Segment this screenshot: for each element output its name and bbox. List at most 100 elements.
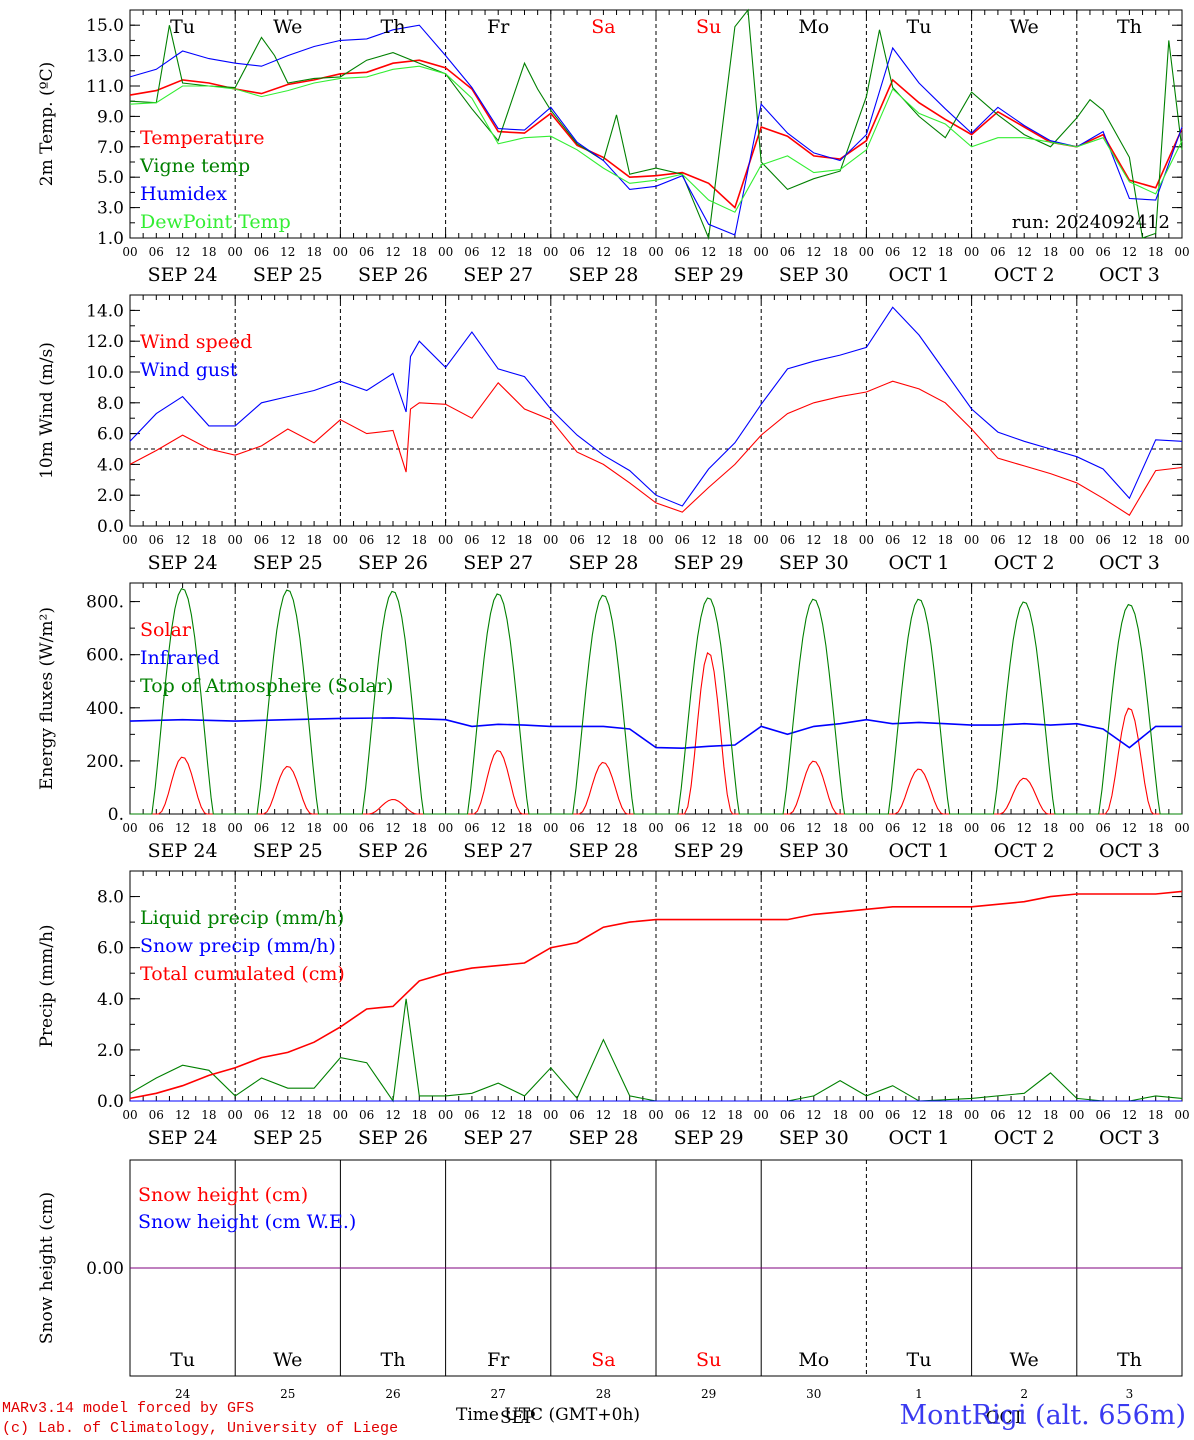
legend-entry: Total cumulated (cm) — [140, 963, 345, 985]
hour-tick-label: 12 — [280, 821, 295, 835]
date-label: SEP 26 — [358, 264, 428, 286]
hour-tick-label: 18 — [1043, 245, 1058, 259]
y-tick-label: 5.0 — [97, 168, 124, 188]
weekday-label: Su — [696, 1349, 721, 1371]
hour-tick-label: 18 — [517, 821, 532, 835]
hour-tick-label: 00 — [859, 1108, 874, 1122]
hour-tick-label: 00 — [438, 821, 453, 835]
station-name: MontRigi (alt. 656m) — [899, 1400, 1186, 1431]
series-line — [130, 588, 1182, 815]
hour-tick-label: 12 — [385, 821, 400, 835]
hour-tick-label: 06 — [780, 245, 795, 259]
date-label: SEP 25 — [253, 840, 323, 862]
hour-tick-label: 06 — [675, 1108, 690, 1122]
hour-tick-label: 06 — [885, 245, 900, 259]
hour-tick-label: 18 — [412, 1108, 427, 1122]
weekday-label: Tu — [170, 1349, 195, 1371]
hour-tick-label: 00 — [122, 1108, 137, 1122]
hour-tick-label: 00 — [1174, 245, 1189, 259]
hour-tick-label: 12 — [806, 821, 821, 835]
legend-entry: Humidex — [140, 183, 227, 205]
series-line — [129, 717, 1182, 750]
hour-tick-label: 12 — [701, 245, 716, 259]
date-label: OCT 1 — [889, 264, 950, 286]
hour-tick-label: 06 — [149, 245, 164, 259]
y-tick-label: 800. — [86, 593, 124, 613]
legend-entry: Wind gust — [140, 359, 238, 381]
hour-tick-label: 12 — [175, 533, 190, 547]
hour-tick-label: 18 — [306, 1108, 321, 1122]
hour-tick-label: 12 — [1122, 1108, 1137, 1122]
hour-tick-label: 00 — [333, 1108, 348, 1122]
weekday-label: Th — [1117, 1349, 1142, 1371]
weekday-label: Fr — [487, 1349, 510, 1371]
hour-tick-label: 18 — [412, 533, 427, 547]
hour-tick-label: 06 — [569, 1108, 584, 1122]
hour-tick-label: 12 — [806, 533, 821, 547]
hour-tick-label: 06 — [464, 821, 479, 835]
hour-tick-label: 18 — [832, 1108, 847, 1122]
x-axis-title: Time UTC (GMT+0h) — [456, 1405, 641, 1425]
hour-tick-label: 18 — [727, 1108, 742, 1122]
date-label: SEP 30 — [779, 1127, 849, 1149]
y-tick-label: 4.0 — [97, 455, 124, 475]
date-label: SEP 30 — [779, 840, 849, 862]
date-label: SEP 25 — [253, 264, 323, 286]
date-label: SEP 27 — [463, 840, 533, 862]
hour-tick-label: 00 — [1174, 1108, 1189, 1122]
y-axis-label: 2m Temp. (ºC) — [37, 62, 57, 187]
hour-tick-label: 18 — [201, 1108, 216, 1122]
hour-tick-label: 18 — [938, 533, 953, 547]
hour-tick-label: 18 — [201, 821, 216, 835]
hour-tick-label: 06 — [254, 1108, 269, 1122]
hour-tick-label: 12 — [1122, 533, 1137, 547]
hour-tick-label: 06 — [885, 533, 900, 547]
hour-tick-label: 18 — [938, 1108, 953, 1122]
hour-tick-label: 00 — [122, 821, 137, 835]
hour-tick-label: 18 — [412, 821, 427, 835]
series-line — [129, 306, 1183, 507]
hour-tick-label: 00 — [438, 533, 453, 547]
hour-tick-label: 18 — [727, 245, 742, 259]
date-label: OCT 2 — [994, 840, 1055, 862]
date-label: OCT 2 — [994, 552, 1055, 574]
hour-tick-label: 00 — [228, 533, 243, 547]
series-line — [129, 24, 1183, 236]
hour-tick-label: 12 — [806, 245, 821, 259]
hour-tick-label: 12 — [596, 821, 611, 835]
hour-tick-label: 06 — [780, 821, 795, 835]
date-label: SEP 27 — [463, 1127, 533, 1149]
date-label: SEP 28 — [568, 1127, 638, 1149]
hour-tick-label: 06 — [885, 821, 900, 835]
hour-tick-label: 12 — [280, 245, 295, 259]
date-label: SEP 24 — [148, 552, 218, 574]
y-tick-label: 400. — [86, 699, 124, 719]
y-tick-label: 200. — [86, 752, 124, 772]
hour-tick-label: 06 — [149, 1108, 164, 1122]
date-label: SEP 27 — [463, 264, 533, 286]
hour-tick-label: 12 — [911, 821, 926, 835]
hour-tick-label: 06 — [359, 245, 374, 259]
series-line — [129, 59, 1183, 210]
date-label: SEP 28 — [568, 552, 638, 574]
date-label: SEP 30 — [779, 552, 849, 574]
hour-tick-label: 06 — [359, 821, 374, 835]
hour-tick-label: 06 — [885, 1108, 900, 1122]
weekday-label: Mo — [798, 16, 829, 38]
hour-tick-label: 00 — [543, 821, 558, 835]
hour-tick-label: 06 — [780, 533, 795, 547]
y-tick-label: 600. — [86, 646, 124, 666]
y-tick-label: 8.0 — [97, 394, 124, 414]
hour-tick-label: 00 — [859, 245, 874, 259]
hour-tick-label: 00 — [859, 821, 874, 835]
hour-tick-label: 06 — [464, 245, 479, 259]
day-number-label: 27 — [491, 1387, 506, 1401]
date-label: OCT 3 — [1099, 1127, 1160, 1149]
hour-tick-label: 06 — [254, 245, 269, 259]
y-tick-label: 4.0 — [97, 990, 124, 1010]
y-tick-label: 11.0 — [86, 77, 124, 97]
weekday-label: Sa — [591, 1349, 615, 1371]
hour-tick-label: 12 — [175, 1108, 190, 1122]
date-label: SEP 24 — [148, 264, 218, 286]
date-label: SEP 24 — [148, 840, 218, 862]
